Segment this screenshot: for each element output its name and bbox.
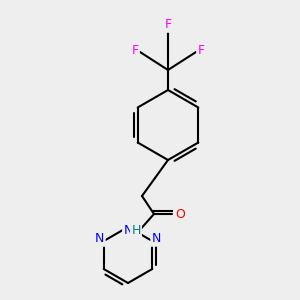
Text: F: F: [197, 44, 205, 56]
Text: F: F: [131, 44, 139, 56]
Text: F: F: [164, 19, 172, 32]
Text: N: N: [123, 224, 133, 236]
Text: H: H: [131, 224, 141, 236]
Text: O: O: [175, 208, 185, 220]
Text: N: N: [95, 232, 104, 245]
Text: N: N: [152, 232, 161, 245]
